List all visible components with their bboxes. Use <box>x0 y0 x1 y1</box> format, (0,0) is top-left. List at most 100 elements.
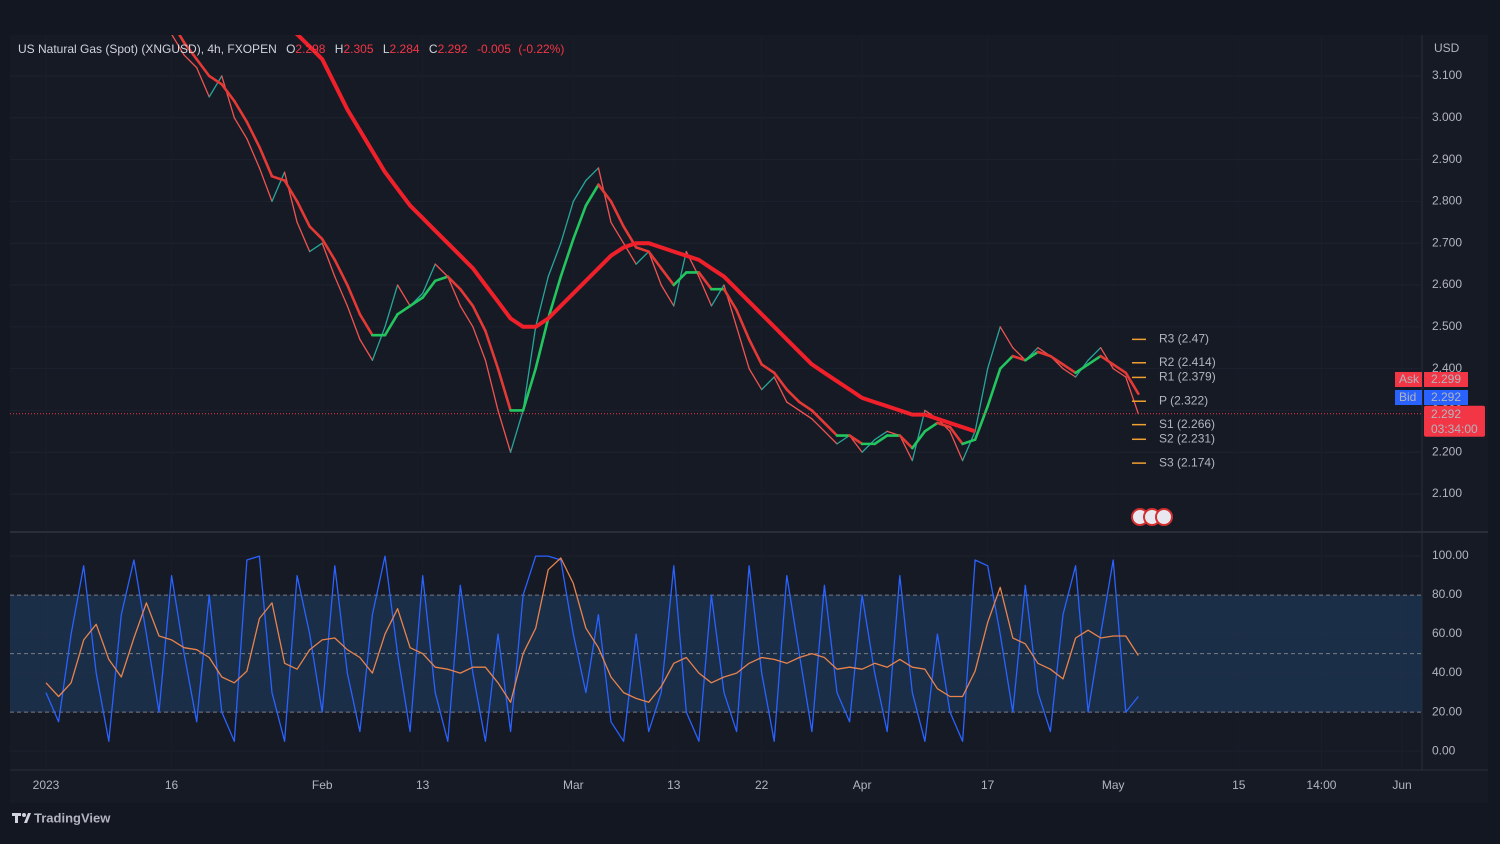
line-segment <box>535 275 549 328</box>
line-segment <box>811 418 826 432</box>
y-tick-label: 2.900 <box>1432 152 1462 166</box>
ask-value: 2.299 <box>1431 372 1461 386</box>
ohlc-value: 2.284 <box>390 42 420 56</box>
symbol-title: US Natural Gas (Spot) (XNGUSD), 4h, FXOP… <box>18 42 277 56</box>
line-segment <box>635 250 650 265</box>
bid-tag <box>1424 390 1468 405</box>
y-tick-label: 2.800 <box>1432 194 1462 208</box>
line-segment <box>547 242 562 278</box>
line-segment <box>396 284 411 307</box>
line-segment <box>195 57 211 78</box>
ohlc-label: O <box>286 42 295 56</box>
line-segment <box>1086 354 1102 366</box>
bid-value: 2.292 <box>1431 390 1461 404</box>
line-segment <box>334 275 348 307</box>
x-tick-label: Apr <box>853 778 872 792</box>
line-segment <box>948 425 964 446</box>
line-segment <box>773 376 788 403</box>
line-segment <box>270 175 286 182</box>
line-segment <box>785 388 801 404</box>
line-segment <box>823 430 838 445</box>
x-tick-label: 15 <box>1232 778 1246 792</box>
line-segment <box>472 326 487 361</box>
line-segment <box>798 409 813 420</box>
line-segment <box>1099 354 1115 366</box>
ask-label: Ask <box>1399 372 1420 386</box>
line-segment <box>697 271 713 291</box>
line-segment <box>446 275 462 291</box>
line-segment <box>760 363 776 375</box>
line-segment <box>848 434 864 446</box>
line-series <box>45 555 1139 742</box>
line-segment <box>786 401 800 412</box>
x-tick-label: 16 <box>165 778 179 792</box>
line-segment <box>911 409 926 462</box>
line-segment <box>1061 363 1077 375</box>
line-segment <box>923 421 939 433</box>
line-segment <box>396 304 412 316</box>
line-segment <box>936 421 952 429</box>
line-segment <box>899 434 913 462</box>
line-segment <box>522 326 537 412</box>
line-segment <box>295 200 311 228</box>
x-tick-label: 14:00 <box>1306 778 1336 792</box>
event-flag[interactable] <box>1155 508 1173 526</box>
y-tick-label: 2.600 <box>1432 277 1462 291</box>
line-segment <box>1124 371 1140 396</box>
y-tick-label: 2.100 <box>1432 486 1462 500</box>
x-tick-label: Jun <box>1392 778 1411 792</box>
line-segment <box>434 263 449 278</box>
pivot-label: R1 (2.379) <box>1159 370 1216 384</box>
line-segment <box>584 183 600 207</box>
logo-part <box>22 813 26 817</box>
line-segment <box>597 183 613 203</box>
line-segment <box>761 376 775 391</box>
line-segment <box>509 409 524 453</box>
y-tick-label: 80.00 <box>1432 587 1462 601</box>
line-segment <box>572 204 588 241</box>
change-percent: (-0.22%) <box>518 42 564 56</box>
line-segment <box>346 283 362 316</box>
line-segment <box>346 305 361 341</box>
ohlc-value: 2.298 <box>295 42 325 56</box>
price-pane <box>10 35 1422 530</box>
line-segment <box>572 179 587 203</box>
line-segment <box>408 296 424 308</box>
line-segment <box>258 167 273 203</box>
line-segment <box>961 438 977 446</box>
line-segment <box>585 167 600 182</box>
line-segment <box>183 54 198 69</box>
event-flags <box>1131 508 1173 526</box>
line-segment <box>672 271 688 287</box>
ohlc-value: 2.305 <box>343 42 373 56</box>
brand-name[interactable]: TradingView <box>34 810 111 825</box>
line-segment <box>648 250 662 286</box>
y-tick-label: 20.00 <box>1432 704 1462 718</box>
line-segment <box>333 258 349 287</box>
currency-label: USD <box>1434 41 1460 55</box>
line-segment <box>1100 347 1114 370</box>
line-segment <box>459 287 475 308</box>
pivot-label: S3 (2.174) <box>1159 455 1215 469</box>
line-segment <box>1112 367 1127 378</box>
pivot-label: R2 (2.414) <box>1159 355 1216 369</box>
y-tick-label: 2.500 <box>1432 319 1462 333</box>
line-segment <box>560 200 574 244</box>
line-segment <box>521 367 537 412</box>
line-segment <box>798 400 814 412</box>
y-tick-label: 100.00 <box>1432 548 1469 562</box>
line-segment <box>207 74 224 86</box>
bar-countdown: 03:34:00 <box>1431 422 1478 436</box>
line-segment <box>1062 367 1077 378</box>
line-segment <box>233 99 249 124</box>
legend-header: US Natural Gas (Spot) (XNGUSD), 4h, FXOP… <box>18 42 564 56</box>
line-segment <box>484 359 499 412</box>
line-segment <box>358 312 374 337</box>
line-segment <box>987 326 1001 370</box>
axes: 2.1002.2002.3002.4002.5002.6002.7002.800… <box>33 68 1485 792</box>
y-tick-label: 2.400 <box>1432 361 1462 375</box>
line-segment <box>748 367 763 391</box>
line-segment <box>861 439 876 453</box>
line-segment <box>246 138 261 169</box>
line-segment <box>1024 350 1040 362</box>
